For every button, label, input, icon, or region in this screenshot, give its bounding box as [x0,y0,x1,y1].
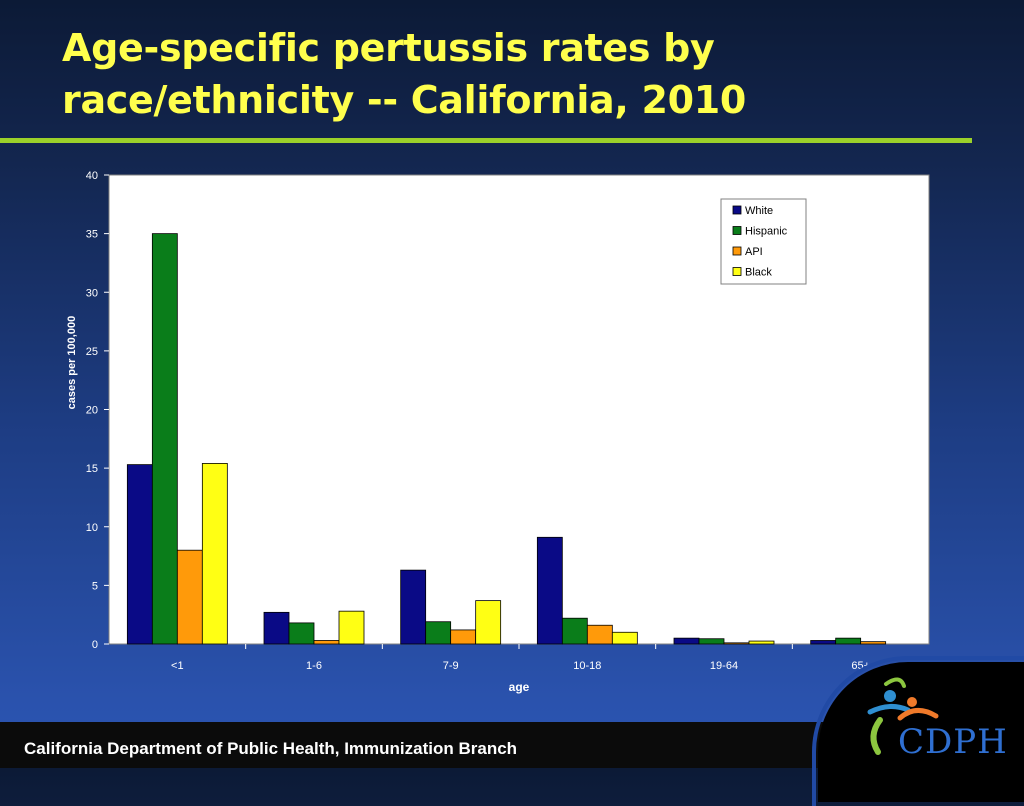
x-axis-label: age [509,680,530,694]
footer-text: California Department of Public Health, … [24,739,518,758]
bar-hispanic-0 [151,233,178,645]
bar-black-4 [748,640,775,645]
logo-ring [812,656,1024,806]
y-tick-label: 35 [86,229,98,241]
bar-api-2 [450,629,477,645]
y-tick-label: 40 [86,170,98,182]
y-tick-label: 25 [86,346,98,358]
bar-api-0 [176,549,203,645]
bar-api-3 [586,624,613,645]
bar-black-2 [475,600,502,645]
title-divider [0,138,972,143]
legend-label-white: White [745,205,773,217]
legend-label-black: Black [745,267,772,279]
slide-title-line-2: race/ethnicity -- California, 2010 [62,78,747,122]
x-tick-label: 10-18 [573,660,601,672]
bar-black-1 [338,610,365,645]
cdph-logo-text: CDPH [898,722,1008,762]
legend-swatch-api [732,246,742,256]
x-tick-label: 1-6 [306,660,322,672]
y-tick-label: 5 [92,580,98,592]
x-tick-label: 19-64 [710,660,738,672]
x-tick-label: <1 [171,660,184,672]
bar-white-0 [126,464,153,645]
y-tick-label: 20 [86,405,98,417]
slide-title: Age-specific pertussis rates by race/eth… [62,22,962,126]
legend-label-api: API [745,246,763,258]
bar-white-1 [263,611,290,645]
legend-swatch-white [732,205,742,215]
bar-black-0 [201,463,228,645]
bar-hispanic-2 [425,621,452,645]
legend-label-hispanic: Hispanic [745,226,788,238]
bar-api-5 [860,641,887,645]
bar-hispanic-5 [835,637,862,645]
legend-swatch-hispanic [732,226,742,235]
y-axis-label: cases per 100,000 [66,316,78,410]
slide-title-line-1: Age-specific pertussis rates by [62,26,715,70]
y-tick-label: 0 [92,639,98,651]
chart-area: 0 5 10 15 20 25 30 35 40 <1 1-6 7-9 10-18 19-64 65+ age… [0,150,1024,710]
x-tick-label: 7-9 [443,660,459,672]
bar-white-2 [400,569,427,645]
bar-hispanic-4 [698,638,725,645]
bar-hispanic-1 [288,622,315,645]
bar-white-5 [810,640,837,645]
bar-api-1 [313,640,340,645]
legend-swatch-black [732,267,742,276]
y-tick-label: 15 [86,463,98,475]
bar-black-3 [611,631,638,645]
bar-white-3 [536,536,563,645]
cdph-logo-icon [867,677,939,755]
bar-hispanic-3 [561,617,588,645]
y-tick-label: 30 [86,287,98,299]
bar-white-4 [673,637,700,645]
bar-api-4 [723,642,750,645]
y-tick-label: 10 [86,522,98,534]
